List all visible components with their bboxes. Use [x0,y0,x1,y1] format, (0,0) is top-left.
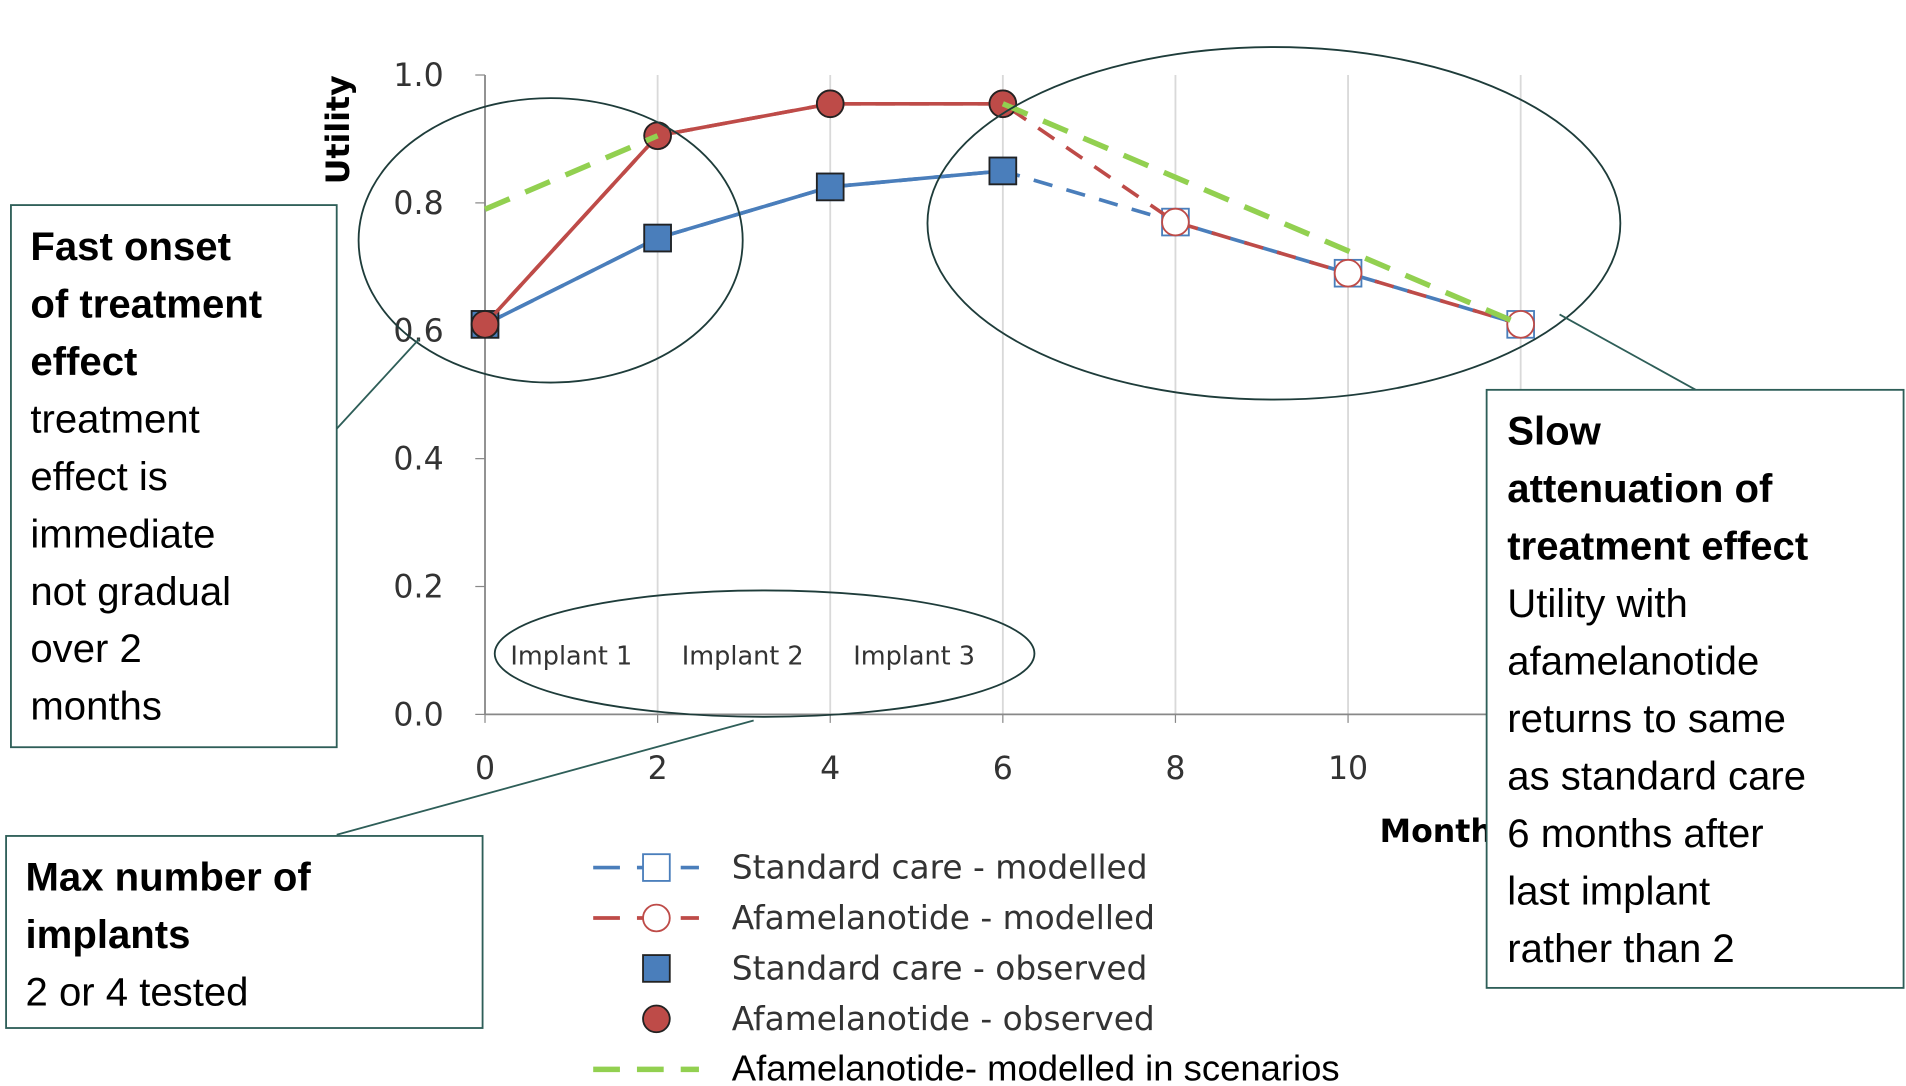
marker [1161,207,1190,237]
annotation-text: 2 or 4 tested [26,971,249,1015]
marker [642,853,671,882]
x-tick-label: 0 [475,751,495,787]
series-line [1001,101,1522,327]
annotation-box [5,835,484,1029]
x-tick-label: 6 [993,751,1013,787]
annotation-title: attenuation of [1507,467,1773,511]
series-line [484,169,1004,326]
plot-area: Implant 1 Implant 2 Implant 3 [470,89,1535,672]
annotation-text: treatment [30,397,199,441]
marker [470,310,500,339]
y-tick-label: 1.0 [393,58,443,94]
legend: Standard care - modelled Afamelanotide - … [593,848,1340,1086]
y-axis-title: Utility [321,75,357,184]
annotation-title: implants [26,913,191,957]
connector [1559,313,1697,391]
annotation-text: 6 months after [1507,812,1763,856]
marker [988,156,1018,186]
annotation-title: effect [30,340,137,384]
annotation-text: effect is [30,455,167,499]
annotation-text: afamelanotide [1507,640,1759,684]
annotation-text: immediate [30,512,215,556]
marker [643,223,672,253]
annotation-text: last implant [1507,870,1710,914]
connector [336,719,754,836]
annotation-title: of treatment [30,282,262,326]
legend-label: Standard care - observed [732,949,1148,987]
marker [1506,310,1535,339]
y-tick-label: 0.0 [393,697,443,733]
implant-label: Implant 1 [510,642,632,672]
marker [815,172,845,202]
legend-label: Afamelanotide- modelled in scenarios [732,1047,1340,1086]
marker [815,89,845,119]
implant-label: Implant 3 [853,642,975,672]
x-tick-label: 8 [1165,751,1185,787]
annotation-box [10,204,338,749]
annotation-text: over 2 [30,627,141,671]
annotation-title: Slow [1507,410,1601,454]
annotation-box [1485,388,1905,989]
series-line [483,133,659,212]
annotations: Fast onset of treatment effect treatment eff… [5,204,1905,1029]
x-tick-label: 2 [648,751,668,787]
ellipse [493,589,1036,718]
ellipse [926,46,1622,401]
marker [1333,258,1363,288]
annotation-title: Max number of [26,856,312,900]
series-line [483,101,1003,326]
marker [642,903,671,933]
legend-label: Standard care - modelled [732,848,1148,886]
ellipses [336,46,1697,836]
x-tick-label: 4 [820,751,840,787]
annotation-text: months [30,685,162,729]
annotation-text: Utility with [1507,582,1688,626]
annotation-text: as standard care [1507,755,1806,799]
marker [642,954,671,983]
y-tick-label: 0.4 [393,442,443,478]
legend-label: Afamelanotide - modelled [732,899,1155,937]
y-tick-label: 0.2 [393,569,443,605]
ellipse [357,97,744,384]
annotation-title: treatment effect [1507,525,1808,569]
annotation-text: rather than 2 [1507,927,1734,971]
legend-label: Afamelanotide - observed [732,1000,1155,1038]
grid: 0246810120.00.20.40.60.81.0 [393,58,1540,787]
implant-label: Implant 2 [682,642,804,672]
x-tick-label: 10 [1328,751,1368,787]
annotation-text: returns to same [1507,697,1786,741]
connector [336,338,421,430]
y-tick-label: 0.8 [393,186,443,222]
marker [642,1004,671,1034]
annotation-title: Fast onset [30,225,231,269]
annotation-text: not gradual [30,570,231,614]
